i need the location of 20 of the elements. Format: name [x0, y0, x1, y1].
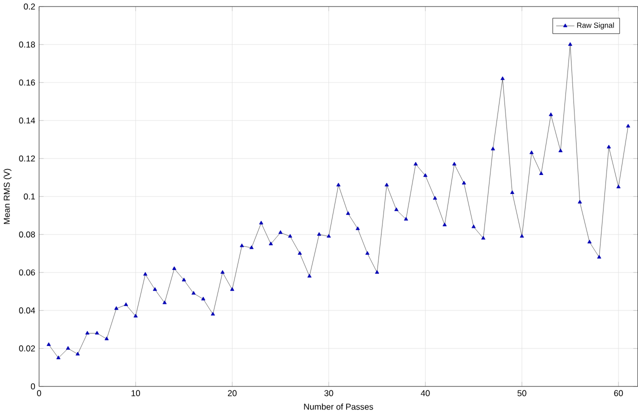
y-tick-label: 0.1	[24, 193, 35, 200]
y-tick-label: 0.04	[19, 307, 36, 314]
y-axis-title: Mean RMS (V)	[4, 168, 12, 224]
x-axis-title: Number of Passes	[304, 403, 374, 410]
y-tick-label: 0	[30, 383, 35, 390]
y-tick-label: 0.16	[19, 79, 35, 86]
x-tick-label: 50	[518, 390, 526, 396]
y-tick-label: 0.08	[19, 231, 35, 238]
y-tick-label: 0.14	[19, 117, 36, 124]
x-tick-label: 0	[37, 390, 42, 396]
x-tick-label: 40	[420, 390, 430, 396]
x-tick-label: 30	[324, 390, 334, 396]
y-tick-label: 0.06	[19, 269, 35, 276]
y-tick-label: 0.02	[19, 345, 35, 352]
y-tick-label: 0.18	[19, 41, 35, 48]
x-tick-label: 60	[614, 390, 623, 396]
y-tick-label: 0.12	[19, 155, 35, 162]
y-tick-label: 0.2	[24, 3, 35, 10]
x-tick-label: 10	[132, 390, 140, 396]
x-tick-label: 20	[228, 390, 237, 396]
